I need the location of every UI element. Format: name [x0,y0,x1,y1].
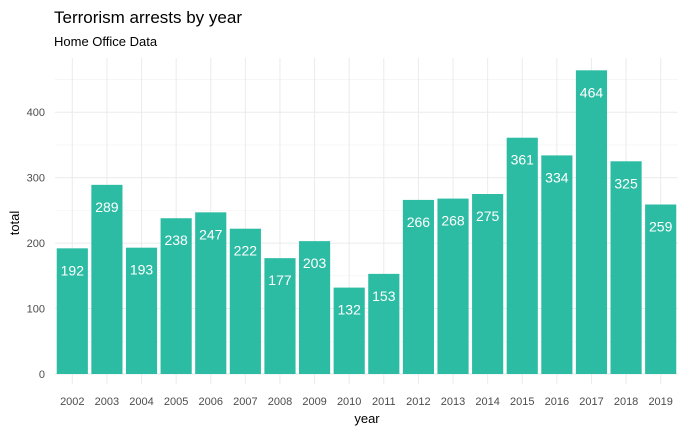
x-axis-title: year [354,411,380,426]
x-tick-label: 2004 [129,396,153,408]
bar-2007 [229,228,261,374]
bar-label-2013: 268 [441,213,465,229]
y-tick-label: 200 [27,238,45,250]
x-tick-label: 2003 [95,396,119,408]
x-tick-label: 2019 [648,396,672,408]
bar-label-2019: 259 [649,218,673,234]
bar-2009 [299,241,331,374]
bar-label-2014: 275 [476,208,500,224]
bar-2014 [472,194,504,374]
bar-label-2002: 192 [61,262,85,278]
y-tick-label: 0 [39,369,45,381]
bar-2019 [645,204,677,374]
y-tick-label: 400 [27,107,45,119]
bar-label-2010: 132 [338,302,362,318]
x-tick-label: 2013 [441,396,465,408]
bar-2012 [402,199,434,374]
bar-2016 [541,155,573,374]
bar-label-2007: 222 [234,243,258,259]
chart-title: Terrorism arrests by year [54,8,242,27]
bar-label-2004: 193 [130,262,154,278]
bar-label-2012: 266 [407,214,431,230]
bar-2011 [368,273,400,374]
bar-label-2017: 464 [580,84,604,100]
bar-label-2009: 203 [303,255,327,271]
bar-labels: 192 289 193 238 247 222 177 203 132 153 266 268 275 3… [61,84,673,317]
x-tick-label: 2011 [372,396,396,408]
bar-label-2015: 361 [511,152,535,168]
x-tick-label: 2006 [199,396,223,408]
bar-label-2008: 177 [268,272,292,288]
bar-2004 [125,247,158,374]
x-tick-label: 2002 [60,396,84,408]
x-tick-label: 2010 [337,396,361,408]
bars [56,70,677,374]
x-tick-label: 2012 [406,396,430,408]
bar-label-2003: 289 [95,199,119,215]
chart-subtitle: Home Office Data [54,34,158,49]
y-tick-label: 300 [27,173,45,185]
x-tick-label: 2007 [233,396,257,408]
bar-2005 [160,218,192,374]
x-axis-ticks: 2002 2003 2004 2005 2006 2007 2008 2009 2010 2011… [60,396,673,408]
bar-2013 [437,198,469,374]
bar-2010 [333,287,365,374]
bar-label-2006: 247 [199,226,223,242]
x-tick-label: 2016 [545,396,569,408]
bar-2017 [575,70,608,374]
y-axis-title: total [7,211,22,236]
bar-2006 [195,212,227,374]
y-axis-ticks: 0 100 200 300 400 [27,107,45,381]
x-tick-label: 2014 [475,396,499,408]
bar-label-2018: 325 [614,175,638,191]
x-tick-label: 2008 [268,396,292,408]
x-tick-label: 2009 [302,396,326,408]
bar-2018 [610,161,642,374]
x-tick-label: 2015 [510,396,534,408]
x-tick-label: 2018 [614,396,638,408]
bar-label-2005: 238 [164,232,188,248]
y-tick-label: 100 [27,304,45,316]
x-tick-label: 2017 [579,396,603,408]
bar-2008 [264,258,296,374]
x-tick-label: 2005 [164,396,188,408]
bar-2015 [506,137,538,374]
bar-2003 [91,184,123,374]
bar-2002 [56,248,88,374]
bar-label-2016: 334 [545,169,569,185]
bar-label-2011: 153 [372,288,396,304]
